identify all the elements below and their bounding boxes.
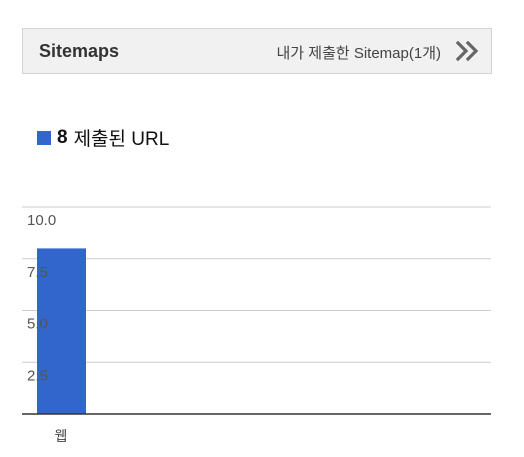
bar — [37, 248, 86, 414]
y-tick-label: 7.5 — [27, 264, 48, 281]
x-tick-label: 웹 — [55, 428, 68, 444]
sitemaps-summary-link[interactable]: 내가 제출한 Sitemap(1개) — [276, 45, 442, 62]
double-chevron-right-icon[interactable] — [455, 39, 481, 63]
legend-swatch — [37, 130, 51, 145]
legend-label: 제출된 URL — [73, 129, 170, 150]
y-tick-label: 10.0 — [27, 212, 56, 229]
submitted-url-chart: 웹 10.0 7.5 5.0 2.5 — [22, 206, 491, 444]
sitemaps-card[interactable]: Sitemaps 내가 제출한 Sitemap(1개) — [22, 28, 492, 74]
sitemaps-title: Sitemaps — [39, 41, 120, 61]
y-tick-label: 2.5 — [27, 367, 48, 384]
chart-legend: 8 제출된 URL — [37, 124, 169, 151]
y-tick-label: 5.0 — [27, 316, 48, 333]
legend-count: 8 — [57, 126, 68, 148]
